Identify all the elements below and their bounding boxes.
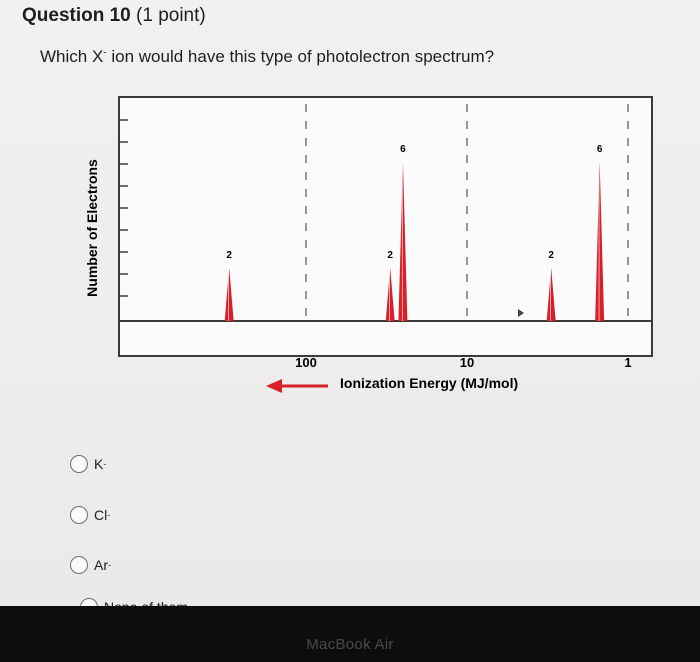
question-text: Which X- ion would have this type of pho… [40, 47, 494, 67]
answer-choice[interactable]: Ar - [70, 556, 111, 574]
spectrum-peak [546, 268, 556, 321]
radio-button[interactable] [70, 556, 88, 574]
x-axis-tick-labels: 100 10 1 [295, 355, 631, 370]
answer-choice-label: Ar [94, 557, 108, 573]
peak-data-label: 6 [400, 144, 406, 155]
spectrum-peak [595, 162, 605, 321]
spectrum-peak [385, 268, 395, 321]
chart-gridlines [305, 104, 629, 319]
spectrum-peak [398, 162, 408, 321]
answer-choice[interactable]: Cl - [70, 506, 110, 524]
x-axis-label: Ionization Energy (MJ/mol) [340, 375, 518, 391]
question-text-charge: - [103, 47, 107, 59]
chart-frame [118, 96, 653, 357]
answer-choice-charge: - [108, 560, 111, 570]
cursor-icon [518, 309, 524, 317]
question-text-end: ion would have this type of photolectron… [106, 47, 495, 66]
answer-choice-label: Cl [94, 507, 108, 523]
question-header: Question 10 (1 point) [22, 5, 206, 27]
answer-choice-charge: - [103, 459, 107, 469]
peak-data-label: 2 [387, 250, 393, 261]
laptop-bezel [0, 606, 700, 662]
peak-data-label: 2 [226, 250, 232, 261]
spectrum-peak [224, 268, 234, 321]
x-tick-label: 1 [624, 355, 631, 370]
answer-choice[interactable]: K- [70, 455, 106, 473]
radio-button[interactable] [70, 455, 88, 473]
question-points: (1 point) [136, 5, 206, 26]
direction-arrow [266, 379, 328, 393]
laptop-brand-label: MacBook Air [306, 636, 394, 653]
chart-peaks: 2 2 6 2 6 [224, 144, 605, 321]
peak-data-label: 2 [548, 250, 554, 261]
answer-choice-label: K [94, 456, 104, 472]
radio-button[interactable] [70, 506, 88, 524]
quiz-screen: Question 10 (1 point) Which X- ion would… [0, 0, 700, 616]
x-tick-label: 10 [460, 355, 474, 370]
question-number: Question 10 [22, 5, 131, 26]
y-axis-label: Number of Electrons [84, 159, 100, 297]
arrow-head [266, 379, 282, 393]
x-tick-label: 100 [295, 355, 317, 370]
pes-chart: 2 2 6 2 6 100 10 1 Number of Electrons Ionizat… [84, 96, 653, 393]
answer-choice-charge: - [107, 510, 111, 520]
peak-data-label: 6 [597, 144, 603, 155]
y-axis-ticks [119, 119, 128, 297]
question-text-start: Which X [40, 47, 104, 66]
